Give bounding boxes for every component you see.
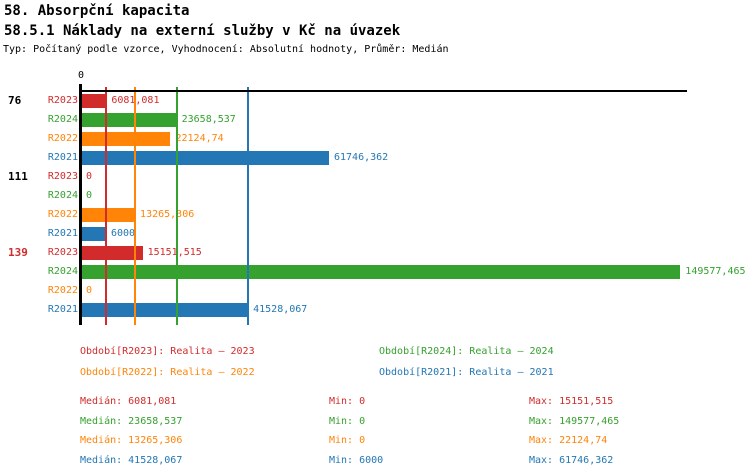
legend-item: Období[R2021]: Realita – 2021: [379, 367, 554, 378]
stat-min: Min: 0: [329, 416, 366, 427]
bar-value-label: 6000: [111, 228, 136, 239]
median-gridline: [134, 87, 137, 325]
group-label: 76: [8, 94, 22, 107]
series-row-label: R2022: [47, 285, 78, 296]
legend-item: Období[R2024]: Realita – 2024: [379, 346, 554, 357]
series-row-label: R2023: [47, 95, 78, 106]
bar-value-label: 22124,74: [175, 133, 224, 144]
bar-value-label: 61746,362: [333, 152, 389, 163]
stat-min: Min: 6000: [329, 455, 384, 466]
bar: [82, 265, 681, 279]
stat-max: Max: 15151,515: [529, 396, 614, 407]
series-row-label: R2021: [47, 304, 78, 315]
group-label: 139: [8, 246, 28, 259]
bar-value-label: 15151,515: [148, 246, 202, 260]
series-row-label: R2024: [47, 114, 78, 125]
series-row-label: R2021: [47, 152, 78, 163]
stat-median: Medián: 13265,306: [80, 435, 183, 446]
bar: [82, 132, 171, 146]
series-row-label: R2023: [47, 247, 78, 258]
series-row-label: R2024: [47, 190, 78, 201]
stat-median: Medián: 41528,067: [80, 455, 183, 466]
stat-min: Min: 0: [329, 435, 366, 446]
series-row-label: R2022: [47, 209, 78, 220]
bar: [82, 246, 143, 260]
series-row-label: R2021: [47, 228, 78, 239]
chart-meta-line: Typ: Počítaný podle vzorce, Vyhodnocení:…: [3, 44, 449, 55]
series-row-label: R2024: [47, 266, 78, 277]
stat-min: Min: 0: [329, 396, 366, 407]
bar-value-label: 41528,067: [253, 304, 308, 315]
series-row-label: R2022: [47, 133, 78, 144]
legend-item: Období[R2022]: Realita – 2022: [80, 367, 255, 378]
axis-zero-label: 0: [77, 70, 85, 81]
bar: [82, 227, 106, 241]
stat-max: Max: 61746,362: [529, 455, 614, 466]
page-subtitle: 58.5.1 Náklady na externí služby v Kč na…: [4, 23, 401, 39]
bar-value-label: 0: [86, 285, 93, 296]
page-title: 58. Absorpční kapacita: [4, 3, 190, 19]
group-label: 111: [8, 170, 28, 183]
series-row-label: R2023: [47, 171, 78, 182]
bar: [82, 94, 107, 108]
stat-median: Medián: 23658,537: [80, 416, 183, 427]
bar-value-label: 0: [86, 171, 93, 182]
zero-axis-line: [79, 84, 82, 325]
bar: [82, 303, 249, 317]
value-axis-line: [79, 90, 687, 92]
stat-max: Max: 149577,465: [529, 416, 620, 427]
median-gridline: [105, 87, 108, 325]
bar: [82, 151, 329, 165]
bar-value-label: 13265,306: [140, 209, 195, 220]
stat-max: Max: 22124,74: [529, 435, 608, 446]
bar-value-label: 23658,537: [181, 114, 236, 125]
stat-median: Medián: 6081,081: [80, 396, 177, 407]
bar: [82, 208, 136, 222]
median-gridline: [247, 87, 250, 325]
legend-item: Období[R2023]: Realita – 2023: [80, 346, 255, 357]
bar-value-label: 149577,465: [685, 266, 746, 277]
median-gridline: [175, 87, 178, 325]
bar: [82, 113, 177, 127]
bar-value-label: 0: [86, 190, 93, 201]
